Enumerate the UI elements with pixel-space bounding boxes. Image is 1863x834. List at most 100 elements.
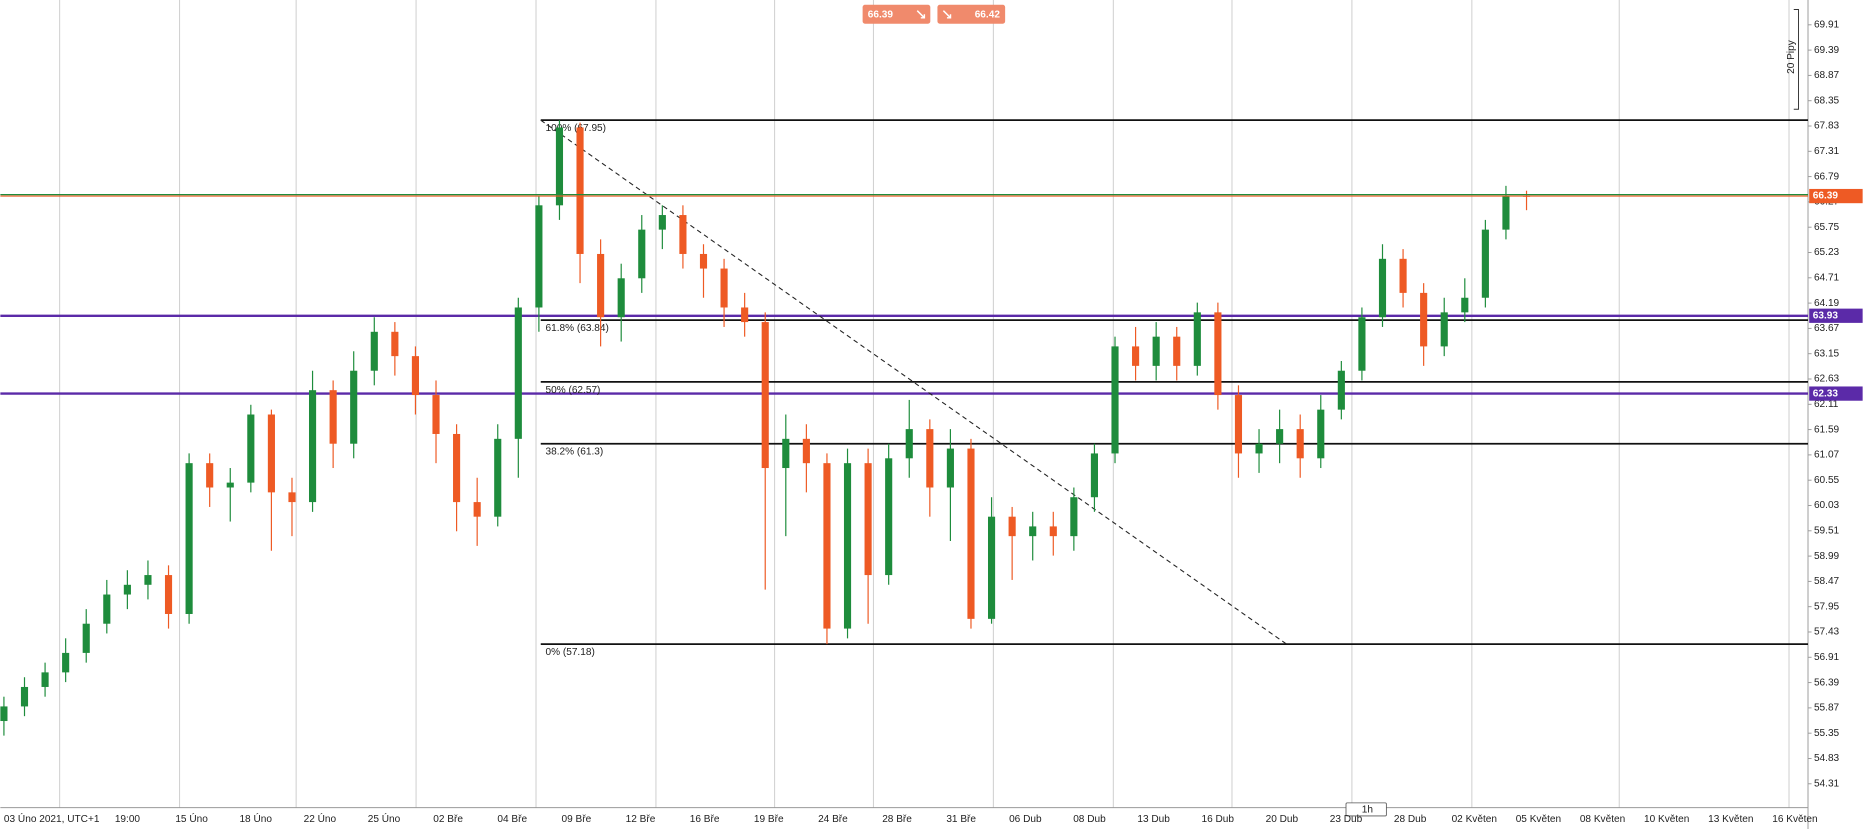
buy-arrow[interactable] xyxy=(942,10,952,19)
x-tick-label: 15 Úno xyxy=(175,812,208,825)
sell-arrow[interactable] xyxy=(916,10,926,19)
pip-scale-label: 20 Pipy xyxy=(1786,39,1797,74)
price-tag-label: 62.33 xyxy=(1813,388,1839,399)
candle-body xyxy=(1255,443,1263,454)
candle-body xyxy=(0,706,8,722)
y-tick-label: 60.03 xyxy=(1814,500,1840,511)
candle-body xyxy=(1029,526,1037,537)
candle-body xyxy=(905,429,913,459)
pip-scale-bracket xyxy=(1793,9,1799,110)
price-tag-label: 63.93 xyxy=(1813,310,1839,321)
candle-body xyxy=(41,672,49,687)
trend-line xyxy=(540,119,1287,645)
candle-body xyxy=(864,463,872,576)
y-tick-label: 67.31 xyxy=(1814,146,1840,157)
buy-button-bg[interactable] xyxy=(937,4,1006,24)
x-tick-label: 04 Bře xyxy=(497,814,527,825)
x-tick-label: 18 Úno xyxy=(239,812,272,825)
candle-body xyxy=(247,414,255,483)
candle-body xyxy=(720,268,728,308)
candle-body xyxy=(1358,317,1366,371)
buy-button[interactable]: 66.42 xyxy=(937,4,1006,24)
price-tag xyxy=(1809,386,1863,401)
candle-body xyxy=(658,215,666,230)
fib-label: 50% (62.57) xyxy=(546,385,601,396)
x-tick-label: 12 Bře xyxy=(626,814,656,825)
timeframe-box[interactable] xyxy=(1345,802,1387,817)
y-tick-label: 59.51 xyxy=(1814,525,1840,536)
candle-body xyxy=(1276,429,1284,444)
candle-body xyxy=(1502,195,1510,230)
candle-body xyxy=(82,623,90,653)
y-tick-label: 54.83 xyxy=(1814,753,1840,764)
candle-body xyxy=(20,686,29,707)
y-tick-label: 65.23 xyxy=(1814,247,1840,258)
vertical-grid xyxy=(59,0,1790,808)
y-tick-label: 54.31 xyxy=(1814,778,1840,789)
x-tick-label: 31 Bře xyxy=(946,814,976,825)
x-tick-label: 23 Dub xyxy=(1330,814,1363,825)
x-tick-label: 02 Květen xyxy=(1452,814,1497,825)
candle-body xyxy=(741,307,749,323)
candle-body xyxy=(123,584,131,595)
y-tick-label: 69.91 xyxy=(1814,19,1840,30)
candle-body xyxy=(1420,292,1428,347)
y-tick-label: 57.43 xyxy=(1814,627,1840,638)
candle-body xyxy=(1193,312,1201,366)
y-tick-label: 68.87 xyxy=(1814,70,1840,81)
fib-label: 61.8% (63.84) xyxy=(546,323,609,334)
candle-body xyxy=(288,492,296,503)
candle-body xyxy=(350,370,358,444)
fib-label: 38.2% (61.3) xyxy=(546,447,604,458)
candle-body xyxy=(987,516,996,619)
price-tag xyxy=(1809,308,1863,323)
candle-body xyxy=(617,278,625,318)
candle-body xyxy=(1461,297,1469,313)
candle-body xyxy=(946,448,954,488)
candle-body xyxy=(103,594,111,624)
x-tick-label: 19:00 xyxy=(115,814,141,825)
candle-body xyxy=(782,438,790,469)
y-tick-label: 55.35 xyxy=(1814,728,1840,739)
y-tick-label: 64.71 xyxy=(1814,272,1840,283)
y-tick-label: 66.79 xyxy=(1814,171,1840,182)
candle-body xyxy=(1049,526,1057,537)
candle-body xyxy=(473,502,481,517)
fib-label: 0% (57.18) xyxy=(546,647,595,658)
candle-body xyxy=(1234,395,1243,454)
y-tick-label: 67.83 xyxy=(1814,121,1840,132)
sell-button-bg[interactable] xyxy=(862,4,931,24)
buy-price[interactable]: 66.42 xyxy=(975,10,1001,21)
candle-body xyxy=(1070,497,1078,537)
x-tick-label: 08 Květen xyxy=(1580,814,1625,825)
y-tick-label: 56.39 xyxy=(1814,677,1840,688)
candle-body xyxy=(1132,346,1140,366)
x-tick-label: 16 Bře xyxy=(690,814,720,825)
candle-body xyxy=(267,414,275,493)
candle-body xyxy=(329,390,337,444)
candle-body xyxy=(226,482,234,488)
candle-body xyxy=(823,463,831,629)
candle-body xyxy=(1111,346,1119,454)
x-tick-label: 16 Květen xyxy=(1772,814,1817,825)
x-tick-label: 19 Bře xyxy=(754,814,784,825)
timeframe-selector[interactable]: 1h xyxy=(1345,802,1387,817)
y-tick-label: 62.63 xyxy=(1814,374,1840,385)
y-tick-label: 58.47 xyxy=(1814,576,1840,587)
y-tick-label: 58.99 xyxy=(1814,551,1840,562)
y-tick-label: 57.95 xyxy=(1814,601,1840,612)
sell-price[interactable]: 66.39 xyxy=(868,10,894,21)
candle-body xyxy=(1008,516,1016,537)
x-tick-label: 05 Květen xyxy=(1516,814,1561,825)
candle-body xyxy=(576,127,584,254)
timeframe-label[interactable]: 1h xyxy=(1362,805,1373,816)
candle-body xyxy=(679,215,687,254)
sell-button[interactable]: 66.39 xyxy=(862,4,931,24)
price-tag-label: 66.39 xyxy=(1813,191,1839,202)
candle-body xyxy=(494,438,502,517)
x-tick-label: 09 Bře xyxy=(562,814,592,825)
candle-body xyxy=(761,322,769,469)
candle-body xyxy=(926,429,934,488)
candle-body xyxy=(453,433,461,503)
candle-body xyxy=(1399,258,1407,293)
